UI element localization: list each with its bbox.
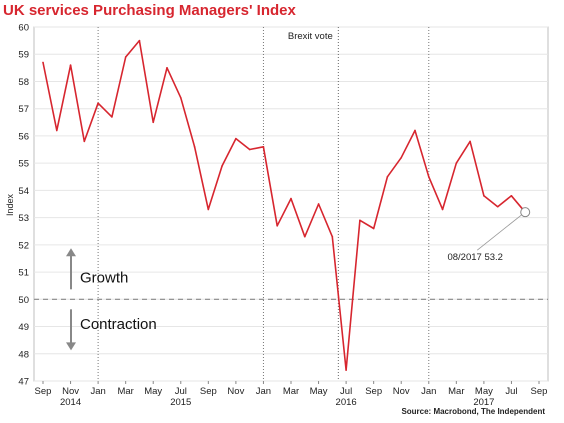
contraction-label: Contraction	[80, 316, 157, 333]
y-tick-label: 47	[18, 377, 29, 388]
data-point	[235, 137, 237, 140]
x-tick-label: Nov	[393, 386, 410, 397]
y-tick-labels: 47 48 49 50 51 52 53 54 55 56 57 58 59 60	[18, 23, 29, 388]
data-point	[262, 146, 265, 148]
data-point	[427, 175, 430, 178]
x-tick-label: Jan	[90, 386, 105, 397]
annotation-label: 08/2017 53.2	[447, 252, 502, 263]
data-points	[42, 39, 527, 371]
data-point	[303, 235, 306, 238]
x-tick-label: Mar	[448, 386, 464, 397]
growth-label: Growth	[80, 270, 128, 287]
x-year-label: 2015	[170, 397, 191, 408]
chart-title: UK services Purchasing Managers' Index	[3, 2, 297, 19]
y-tick-label: 58	[18, 77, 29, 88]
brexit-vote-label: Brexit vote	[288, 31, 333, 42]
y-tick-label: 49	[18, 322, 29, 333]
y-tick-label: 56	[18, 131, 29, 142]
y-tick-label: 55	[18, 159, 29, 170]
data-point	[152, 121, 155, 124]
data-point	[124, 56, 127, 58]
y-axis-label: Index	[5, 193, 15, 216]
x-tick-label: May	[310, 386, 328, 397]
y-tick-label: 59	[18, 50, 29, 61]
data-point	[179, 97, 182, 99]
data-point	[317, 203, 320, 205]
x-tick-label: Sep	[531, 386, 548, 397]
data-point	[386, 175, 389, 178]
data-point	[193, 146, 196, 148]
x-tick-label: Jul	[175, 386, 187, 397]
data-point	[469, 140, 471, 143]
x-tick-label: Jul	[505, 386, 517, 397]
data-point	[345, 369, 347, 371]
x-tick-label: Nov	[62, 386, 79, 397]
x-tick-label: Jan	[256, 386, 271, 397]
data-point	[69, 64, 72, 66]
data-point	[400, 156, 403, 159]
y-tick-label: 57	[18, 104, 29, 115]
data-point	[496, 205, 499, 208]
data-point	[166, 67, 168, 69]
x-tick-labels: Sep Nov Jan Mar May Jul Sep Nov Jan Mar May Jul Sep N…	[35, 381, 548, 397]
x-tick-label: Mar	[117, 386, 133, 397]
data-point	[138, 39, 141, 42]
data-point	[207, 208, 210, 211]
data-point	[372, 227, 375, 230]
x-year-label: 2014	[60, 397, 81, 408]
data-point	[455, 162, 458, 164]
x-tick-label: Sep	[365, 386, 382, 397]
x-year-label: 2017	[473, 397, 494, 408]
y-tick-label: 53	[18, 213, 29, 224]
data-point	[414, 129, 416, 132]
y-tick-label: 51	[18, 268, 29, 279]
data-point	[359, 219, 361, 222]
x-year-labels: 2014 2015 2016 2017	[60, 397, 494, 408]
x-year-label: 2016	[336, 397, 357, 408]
growth-arrowhead	[66, 248, 76, 257]
x-tick-label: Nov	[227, 386, 244, 397]
zone-arrows	[66, 248, 76, 351]
data-point	[331, 235, 334, 238]
x-tick-label: Jan	[421, 386, 436, 397]
year-dividers	[97, 27, 430, 381]
y-gridlines	[34, 26, 548, 382]
data-point	[221, 165, 223, 167]
y-tick-label: 50	[18, 295, 29, 306]
data-point	[276, 224, 279, 227]
series-line	[42, 39, 526, 371]
y-tick-label: 48	[18, 349, 29, 360]
data-point	[42, 61, 44, 64]
source-note: Source: Macrobond, The Independent	[401, 407, 545, 416]
data-point	[510, 195, 513, 197]
x-tick-label: Sep	[200, 386, 217, 397]
data-point	[55, 129, 58, 132]
data-point	[441, 208, 444, 211]
y-tick-label: 60	[18, 23, 29, 34]
data-point	[111, 116, 113, 118]
y-tick-label: 54	[18, 186, 29, 197]
data-point	[248, 148, 251, 151]
y-tick-label: 52	[18, 240, 29, 251]
x-tick-label: Jul	[340, 386, 352, 397]
x-tick-label: May	[144, 386, 162, 397]
contraction-arrowhead	[66, 342, 76, 351]
data-point	[83, 140, 86, 143]
annotation-leader	[476, 214, 522, 251]
data-point	[483, 195, 485, 197]
annotation-marker	[520, 207, 531, 218]
x-tick-label: Sep	[35, 386, 52, 397]
x-tick-label: May	[475, 386, 493, 397]
data-point	[97, 102, 99, 105]
data-point	[290, 197, 292, 200]
x-tick-label: Mar	[283, 386, 299, 397]
